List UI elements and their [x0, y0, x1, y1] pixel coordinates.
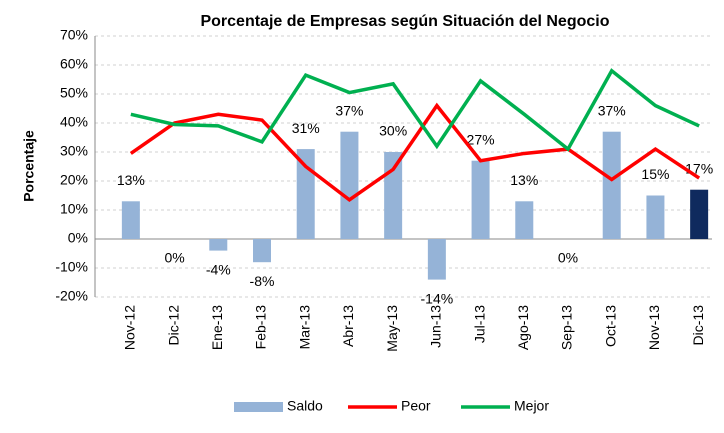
data-label: 27%: [467, 131, 495, 147]
y-tick-label: 10%: [60, 201, 88, 217]
y-tick-label: 40%: [60, 114, 88, 130]
data-label: 30%: [379, 123, 407, 139]
y-tick-label: 50%: [60, 85, 88, 101]
y-tick-label: -20%: [55, 288, 88, 304]
x-tick-label: Ago-13: [515, 305, 531, 350]
x-tick-label: Mar-13: [296, 305, 312, 350]
bar: [296, 149, 315, 239]
legend-label: Peor: [401, 398, 431, 414]
data-label: -4%: [206, 261, 231, 277]
bar: [384, 152, 403, 239]
bar: [602, 131, 621, 239]
y-tick-label: -10%: [55, 259, 88, 275]
data-label: 17%: [685, 160, 713, 176]
x-tick-label: Ene-13: [209, 305, 225, 350]
x-tick-label: Dic-13: [690, 305, 706, 346]
y-tick-label: 60%: [60, 56, 88, 72]
y-tick-label: 70%: [60, 27, 88, 43]
bar: [471, 160, 490, 239]
bar: [121, 201, 140, 239]
x-tick-label: Sep-13: [559, 305, 575, 350]
x-tick-label: Abr-13: [340, 305, 356, 347]
bar: [646, 195, 665, 239]
line: [130, 68, 700, 152]
legend-label: Mejor: [514, 398, 549, 414]
x-tick-label: Nov-13: [646, 305, 662, 350]
bar: [515, 201, 534, 239]
data-label: 31%: [292, 120, 320, 136]
x-tick-label: Dic-12: [165, 305, 181, 346]
data-label: 37%: [335, 102, 363, 118]
y-tick-label: 0%: [68, 230, 88, 246]
data-label: 13%: [117, 172, 145, 188]
bar: [209, 239, 228, 251]
bar: [690, 189, 709, 239]
bar: [253, 239, 271, 263]
x-tick-label: Feb-13: [253, 305, 269, 350]
data-label: 0%: [558, 250, 578, 266]
x-tick-label: Oct-13: [602, 305, 618, 347]
y-tick-label: 20%: [60, 172, 88, 188]
data-label: -8%: [250, 273, 275, 289]
legend-swatch: [234, 402, 283, 412]
line: [129, 102, 701, 203]
y-axis-label: Porcentaje: [21, 130, 37, 202]
data-label: 37%: [598, 102, 626, 118]
data-label: -14%: [421, 290, 454, 306]
y-tick-label: 30%: [60, 143, 88, 159]
x-tick-label: May-13: [384, 305, 400, 352]
x-tick-label: Jul-13: [471, 305, 487, 343]
data-label: 0%: [164, 250, 184, 266]
data-label: 15%: [641, 166, 669, 182]
legend-label: Saldo: [287, 398, 323, 414]
data-label: 13%: [510, 172, 538, 188]
bar: [427, 239, 446, 280]
x-tick-label: Jun-13: [428, 305, 444, 348]
chart-title: Porcentaje de Empresas según Situación d…: [200, 13, 609, 30]
bar: [340, 131, 359, 239]
x-tick-label: Nov-12: [122, 305, 138, 350]
